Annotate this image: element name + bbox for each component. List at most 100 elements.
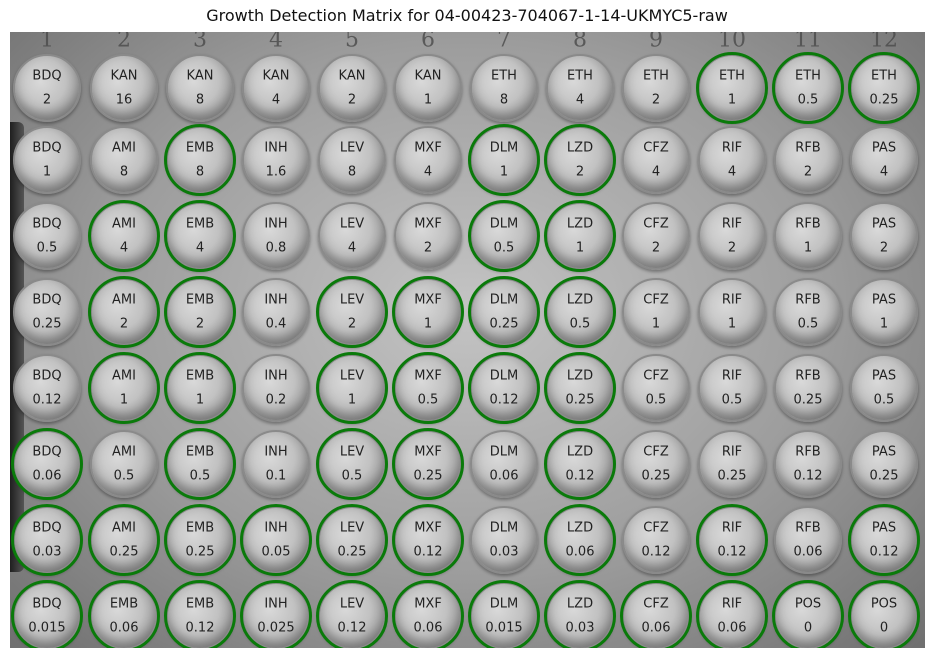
well-concentration-label: 0.015	[485, 620, 523, 636]
well-drug-label: POS	[794, 596, 822, 612]
plate-well	[698, 354, 766, 422]
well-drug-label: RFB	[795, 444, 821, 460]
well-concentration-label: 0	[803, 620, 813, 636]
plate-well	[698, 126, 766, 194]
well-drug-label: LZD	[566, 292, 594, 308]
well-concentration-label: 0.1	[265, 468, 287, 484]
well-concentration-label: 0.25	[32, 316, 62, 332]
well-drug-label: LEV	[339, 520, 365, 536]
well-drug-label: AMI	[112, 368, 136, 384]
plate-well	[166, 506, 234, 574]
plate-well	[242, 582, 310, 648]
well-concentration-label: 2	[423, 240, 433, 256]
plate-well	[850, 126, 918, 194]
plate-well	[166, 202, 234, 270]
well-drug-label: LZD	[566, 140, 594, 156]
column-number-12: 12	[870, 32, 898, 53]
well-concentration-label: 4	[271, 92, 281, 108]
plate-well	[622, 54, 690, 122]
well-drug-label: INH	[264, 368, 288, 384]
plate-well	[774, 126, 842, 194]
well-concentration-label: 2	[879, 240, 889, 256]
well-concentration-label: 1	[119, 392, 129, 408]
well-concentration-label: 0.03	[489, 544, 519, 560]
plate-well	[394, 126, 462, 194]
plate-well	[698, 506, 766, 574]
well-drug-label: DLM	[489, 520, 519, 536]
well-drug-label: PAS	[871, 444, 897, 460]
well-drug-label: MXF	[414, 292, 442, 308]
column-number-4: 4	[269, 32, 283, 53]
well-concentration-label: 2	[347, 92, 357, 108]
plate-well	[394, 354, 462, 422]
well-drug-label: POS	[870, 596, 898, 612]
well-drug-label: MXF	[414, 444, 442, 460]
well-drug-label: MXF	[414, 140, 442, 156]
well-concentration-label: 2	[651, 240, 661, 256]
well-drug-label: RIF	[721, 216, 743, 232]
plate-well	[622, 278, 690, 346]
well-drug-label: INH	[264, 596, 288, 612]
well-concentration-label: 4	[879, 164, 889, 180]
figure-title: Growth Detection Matrix for 04-00423-704…	[206, 6, 728, 25]
plate-well	[546, 54, 614, 122]
well-concentration-label: 2	[803, 164, 813, 180]
well-drug-label: ETH	[795, 68, 821, 84]
well-concentration-label: 1	[575, 240, 585, 256]
well-drug-label: INH	[264, 520, 288, 536]
plate-well	[318, 54, 386, 122]
plate-well	[242, 202, 310, 270]
well-concentration-label: 0.25	[869, 92, 899, 108]
well-drug-label: EMB	[185, 596, 215, 612]
well-concentration-label: 1	[879, 316, 889, 332]
plate-well	[546, 430, 614, 498]
well-concentration-label: 0.5	[493, 240, 515, 256]
well-drug-label: MXF	[414, 596, 442, 612]
well-drug-label: LZD	[566, 596, 594, 612]
well-drug-label: RIF	[721, 520, 743, 536]
plate-well	[470, 202, 538, 270]
well-concentration-label: 0	[879, 620, 889, 636]
plate-well	[774, 506, 842, 574]
well-concentration-label: 1	[423, 92, 433, 108]
plate-well	[394, 506, 462, 574]
plate-well	[698, 54, 766, 122]
well-drug-label: KAN	[110, 68, 138, 84]
well-concentration-label: 0.5	[113, 468, 135, 484]
plate-well	[698, 430, 766, 498]
well-drug-label: MXF	[414, 216, 442, 232]
plate-well	[850, 54, 918, 122]
well-concentration-label: 0.5	[569, 316, 591, 332]
well-concentration-label: 0.5	[721, 392, 743, 408]
well-drug-label: ETH	[871, 68, 897, 84]
plate-well	[774, 278, 842, 346]
well-concentration-label: 0.5	[797, 316, 819, 332]
well-concentration-label: 1	[42, 164, 52, 180]
plate-well	[90, 126, 158, 194]
plate-well	[850, 354, 918, 422]
plate-well	[546, 278, 614, 346]
column-number-10: 10	[718, 32, 746, 53]
well-drug-label: RFB	[795, 216, 821, 232]
plate-well	[698, 278, 766, 346]
well-drug-label: PAS	[871, 368, 897, 384]
well-concentration-label: 0.25	[565, 392, 595, 408]
plate-well	[166, 54, 234, 122]
well-drug-label: LZD	[566, 368, 594, 384]
well-drug-label: DLM	[489, 292, 519, 308]
well-concentration-label: 0.06	[413, 620, 443, 636]
well-drug-label: INH	[264, 444, 288, 460]
plate-well	[470, 430, 538, 498]
well-drug-label: RIF	[721, 368, 743, 384]
well-concentration-label: 0.25	[337, 544, 367, 560]
column-number-3: 3	[193, 32, 207, 53]
well-drug-label: KAN	[262, 68, 290, 84]
well-concentration-label: 2	[575, 164, 585, 180]
well-drug-label: RFB	[795, 368, 821, 384]
plate-well	[774, 430, 842, 498]
well-drug-label: LEV	[339, 444, 365, 460]
well-drug-label: CFZ	[643, 368, 669, 384]
plate-well	[318, 202, 386, 270]
plate-well	[242, 278, 310, 346]
well-drug-label: RIF	[721, 596, 743, 612]
